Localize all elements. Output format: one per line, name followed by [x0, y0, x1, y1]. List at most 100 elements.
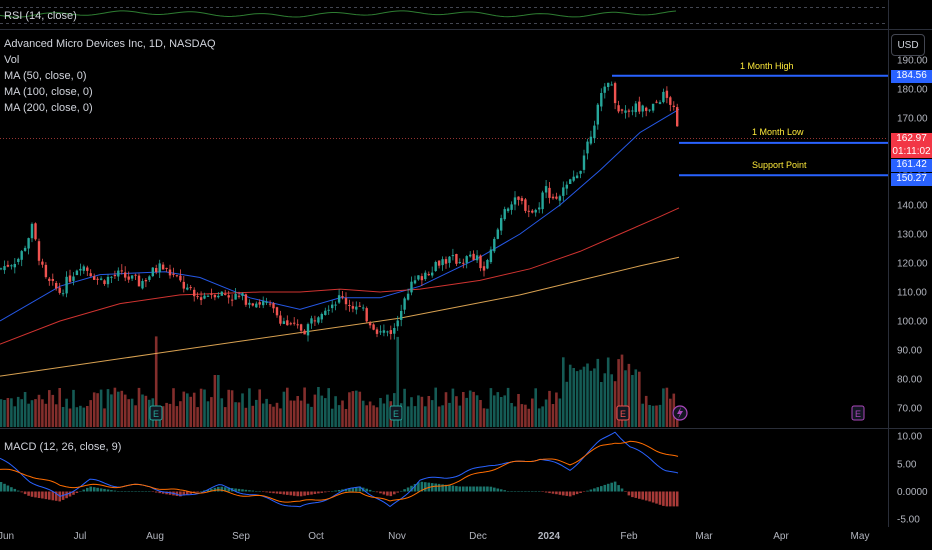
- indicator-vol[interactable]: Vol: [4, 54, 20, 66]
- volume-bar: [130, 398, 134, 427]
- macd-histogram-bar: [289, 491, 293, 496]
- candle-body: [58, 287, 61, 293]
- candle-body: [455, 254, 458, 264]
- candle-body: [569, 179, 572, 184]
- macd-histogram-bar: [44, 491, 48, 500]
- volume-bar: [161, 406, 165, 427]
- currency-button[interactable]: USD: [891, 34, 925, 56]
- earnings-icon[interactable]: [616, 405, 630, 421]
- candle-body: [672, 105, 675, 107]
- candle-body: [186, 287, 189, 290]
- candle-body: [117, 270, 120, 277]
- candle-body: [161, 264, 165, 270]
- macd-histogram-bar: [555, 491, 558, 495]
- volume-bar: [455, 396, 458, 427]
- candle-body: [506, 208, 510, 212]
- symbol-title[interactable]: Advanced Micro Devices Inc, 1D, NASDAQ: [4, 38, 216, 50]
- annotation-month-high[interactable]: 1 Month High: [740, 61, 794, 71]
- indicator-ma200[interactable]: MA (200, close, 0): [4, 102, 93, 114]
- volume-bar: [199, 388, 203, 427]
- macd-histogram-bar: [372, 491, 375, 492]
- candle-body: [34, 223, 37, 240]
- candle-body: [217, 295, 220, 298]
- volume-bar: [58, 388, 61, 427]
- macd-histogram-bar: [589, 489, 593, 492]
- volume-bar: [655, 405, 658, 427]
- macd-histogram-bar: [551, 491, 555, 494]
- volume-bar: [365, 405, 368, 427]
- candle-body: [582, 155, 586, 170]
- annotation-month-low[interactable]: 1 Month Low: [752, 127, 804, 137]
- macd-histogram-bar: [365, 488, 368, 492]
- earnings-icon[interactable]: [389, 405, 403, 421]
- macd-histogram-bar: [241, 489, 244, 492]
- macd-label[interactable]: MACD (12, 26, close, 9): [4, 441, 122, 453]
- volume-bar: [520, 404, 524, 427]
- indicator-ma50[interactable]: MA (50, close, 0): [4, 70, 87, 82]
- macd-histogram-bar: [27, 491, 30, 496]
- volume-bar: [600, 382, 603, 427]
- candle-body: [669, 97, 672, 105]
- volume-bar: [220, 398, 224, 427]
- macd-histogram-bar: [568, 491, 572, 497]
- candle-body: [30, 223, 34, 239]
- macd-histogram-bar: [634, 491, 638, 498]
- volume-bar: [344, 409, 348, 427]
- candle-body: [196, 296, 199, 298]
- price-tag-high: 184.56: [891, 70, 932, 83]
- earnings-icon[interactable]: [149, 405, 163, 421]
- price-tick-label: 100.00: [897, 317, 928, 328]
- annotation-support[interactable]: Support Point: [752, 160, 807, 170]
- volume-bar: [527, 408, 531, 427]
- candle-body: [265, 301, 268, 303]
- volume-bar: [175, 406, 179, 427]
- macd-histogram-bar: [586, 490, 589, 492]
- volume-bar: [310, 406, 313, 427]
- volume-bar: [154, 336, 158, 427]
- price-tick-label: 130.00: [897, 230, 928, 241]
- macd-histogram-bar: [37, 491, 41, 498]
- volume-bar: [641, 403, 644, 427]
- volume-bar: [382, 403, 386, 427]
- indicator-ma100[interactable]: MA (100, close, 0): [4, 86, 93, 98]
- earnings-icon[interactable]: [851, 405, 865, 421]
- macd-histogram-bar: [517, 491, 520, 492]
- price-tag-support: 150.27: [891, 173, 932, 186]
- macd-histogram-bar: [479, 486, 482, 492]
- volume-bar: [44, 403, 48, 427]
- horizontal-levels[interactable]: [612, 74, 888, 177]
- candle-body: [106, 276, 110, 285]
- candle-body: [310, 318, 313, 324]
- candle-body: [665, 90, 669, 98]
- candle-body: [248, 302, 251, 305]
- candle-body: [458, 262, 461, 263]
- volume-bar: [230, 390, 234, 427]
- candle-body: [182, 281, 185, 289]
- volume-bar: [296, 396, 299, 427]
- rsi-label[interactable]: RSI (14, close): [4, 10, 77, 22]
- volume-bar: [206, 401, 210, 427]
- candle-body: [613, 83, 617, 104]
- volume-bar: [548, 390, 551, 427]
- volume-bar: [113, 387, 117, 427]
- volume-bar: [20, 399, 23, 427]
- macd-histogram-bar: [151, 491, 155, 492]
- macd-histogram-bar: [141, 491, 144, 492]
- candle-body: [220, 291, 223, 296]
- time-tick-label: Dec: [469, 531, 487, 542]
- volume-bar: [524, 404, 527, 427]
- macd-histogram-bar: [541, 491, 544, 492]
- volume-bar: [375, 407, 379, 427]
- candle-body: [82, 266, 85, 271]
- candle-body: [617, 105, 620, 112]
- macd-histogram-bar: [527, 491, 531, 492]
- volume-bar: [372, 405, 375, 427]
- volume-bar: [462, 392, 465, 427]
- volume-bar: [631, 375, 634, 427]
- volume-bar: [255, 399, 258, 427]
- volume-bar: [317, 387, 320, 427]
- macd-histogram-bar: [282, 491, 286, 495]
- volume-bar: [10, 398, 13, 427]
